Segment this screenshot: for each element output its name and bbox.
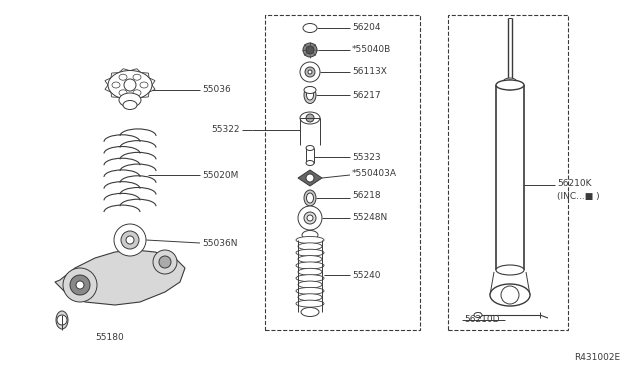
- Text: 55020M: 55020M: [202, 170, 238, 180]
- Ellipse shape: [296, 275, 324, 282]
- Circle shape: [76, 281, 84, 289]
- Text: 55036N: 55036N: [202, 238, 237, 247]
- Ellipse shape: [296, 262, 324, 269]
- Circle shape: [306, 114, 314, 122]
- Ellipse shape: [307, 90, 314, 100]
- Circle shape: [303, 43, 317, 57]
- Bar: [448, 15, 568, 330]
- Ellipse shape: [119, 90, 127, 96]
- Circle shape: [304, 212, 316, 224]
- Ellipse shape: [298, 294, 322, 301]
- Text: *55040B: *55040B: [352, 45, 391, 55]
- Polygon shape: [55, 250, 185, 305]
- Ellipse shape: [140, 82, 148, 88]
- Ellipse shape: [108, 71, 152, 99]
- Text: 56210D: 56210D: [464, 315, 499, 324]
- Ellipse shape: [296, 237, 324, 244]
- Polygon shape: [298, 170, 322, 186]
- Text: 55036: 55036: [202, 86, 231, 94]
- Circle shape: [308, 70, 312, 74]
- Text: 56113X: 56113X: [352, 67, 387, 77]
- Ellipse shape: [298, 256, 322, 263]
- Ellipse shape: [119, 74, 127, 80]
- Circle shape: [307, 215, 313, 221]
- Circle shape: [63, 268, 97, 302]
- Ellipse shape: [298, 281, 322, 288]
- Ellipse shape: [304, 190, 316, 206]
- Ellipse shape: [56, 311, 68, 329]
- Text: 55248N: 55248N: [352, 214, 387, 222]
- Ellipse shape: [304, 87, 316, 103]
- Text: (INC...■ ): (INC...■ ): [557, 192, 600, 202]
- Text: 55322: 55322: [211, 125, 240, 135]
- Text: 55323: 55323: [352, 153, 381, 161]
- Circle shape: [300, 62, 320, 82]
- Ellipse shape: [296, 300, 324, 307]
- Circle shape: [306, 174, 314, 182]
- Ellipse shape: [306, 145, 314, 151]
- Ellipse shape: [302, 231, 318, 240]
- Ellipse shape: [133, 90, 141, 96]
- Ellipse shape: [301, 308, 319, 317]
- Circle shape: [505, 80, 515, 90]
- Ellipse shape: [123, 100, 137, 109]
- Circle shape: [124, 79, 136, 91]
- Circle shape: [153, 250, 177, 274]
- Circle shape: [121, 231, 139, 249]
- Ellipse shape: [119, 93, 141, 107]
- Ellipse shape: [300, 112, 320, 124]
- Ellipse shape: [503, 78, 517, 86]
- Text: 56204: 56204: [352, 23, 381, 32]
- Text: 56218: 56218: [352, 192, 381, 201]
- Ellipse shape: [112, 82, 120, 88]
- Text: 55180: 55180: [95, 334, 124, 343]
- Circle shape: [298, 206, 322, 230]
- Circle shape: [126, 236, 134, 244]
- Bar: [265, 15, 420, 330]
- Circle shape: [159, 256, 171, 268]
- Text: R431002E: R431002E: [574, 353, 620, 362]
- Text: 56210K: 56210K: [557, 179, 591, 187]
- Ellipse shape: [298, 243, 322, 250]
- Ellipse shape: [496, 265, 524, 275]
- Circle shape: [57, 315, 67, 325]
- Ellipse shape: [296, 288, 324, 294]
- Ellipse shape: [490, 284, 530, 306]
- Circle shape: [305, 67, 315, 77]
- Ellipse shape: [304, 87, 316, 93]
- Ellipse shape: [307, 193, 314, 203]
- Circle shape: [306, 46, 314, 54]
- Text: 56217: 56217: [352, 90, 381, 99]
- Ellipse shape: [298, 268, 322, 275]
- Ellipse shape: [474, 312, 482, 317]
- Text: *550403A: *550403A: [352, 169, 397, 177]
- Ellipse shape: [496, 80, 524, 90]
- Ellipse shape: [133, 74, 141, 80]
- Ellipse shape: [296, 249, 324, 256]
- Circle shape: [501, 286, 519, 304]
- Ellipse shape: [306, 160, 314, 166]
- Circle shape: [70, 275, 90, 295]
- Text: 55240: 55240: [352, 270, 381, 279]
- Circle shape: [114, 224, 146, 256]
